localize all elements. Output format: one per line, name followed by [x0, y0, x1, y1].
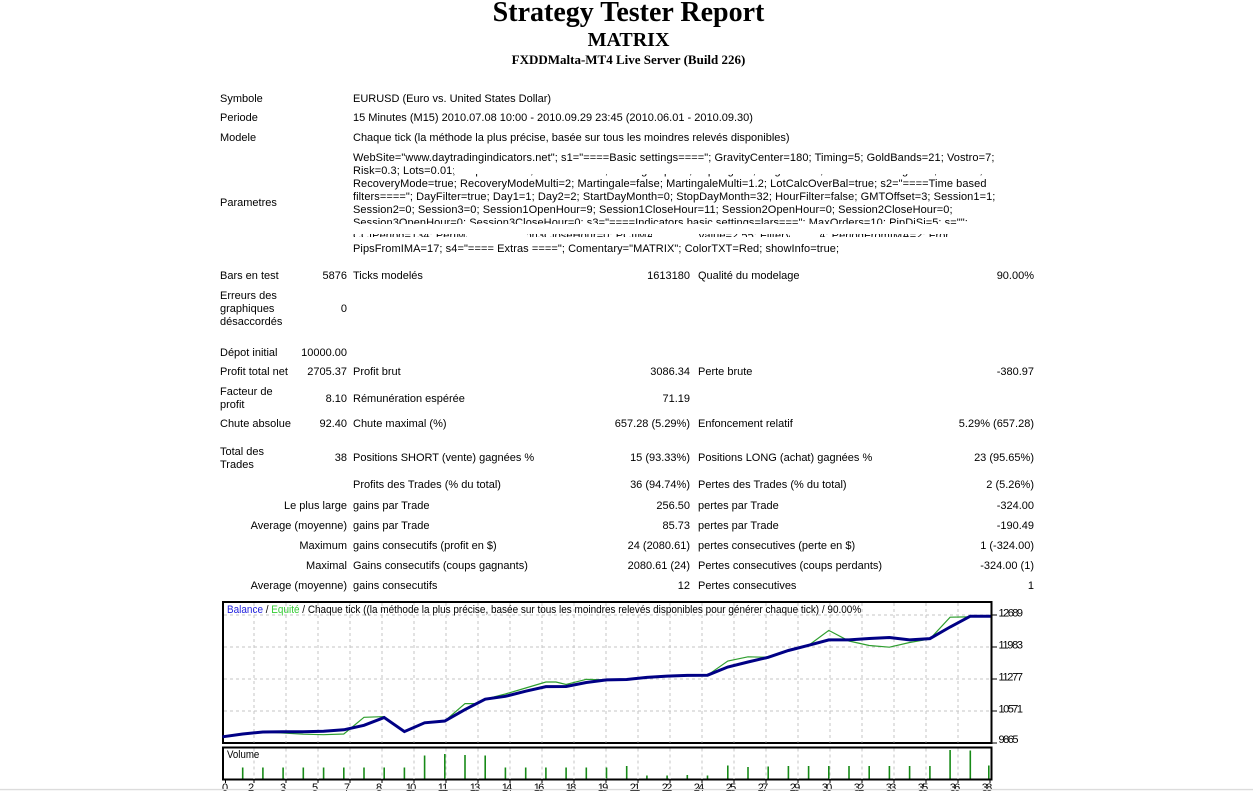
- svg-text:22: 22: [662, 782, 673, 794]
- svg-text:7: 7: [344, 782, 350, 794]
- svg-text:9865: 9865: [999, 734, 1019, 746]
- svg-text:32: 32: [854, 782, 865, 794]
- svg-text:16: 16: [534, 782, 545, 794]
- svg-text:25: 25: [726, 782, 737, 794]
- svg-text:27: 27: [758, 782, 769, 794]
- svg-text:11277: 11277: [999, 672, 1024, 684]
- svg-text:3: 3: [280, 782, 286, 794]
- svg-text:5: 5: [312, 782, 318, 794]
- svg-text:35: 35: [918, 782, 929, 794]
- svg-text:24: 24: [694, 782, 705, 794]
- svg-text:14: 14: [502, 782, 513, 794]
- svg-text:11: 11: [438, 782, 449, 794]
- svg-text:19: 19: [598, 782, 609, 794]
- svg-text:33: 33: [886, 782, 897, 794]
- svg-text:30: 30: [822, 782, 833, 794]
- svg-text:38: 38: [982, 782, 993, 794]
- svg-text:18: 18: [566, 782, 577, 794]
- svg-text:10571: 10571: [999, 704, 1024, 716]
- svg-text:11983: 11983: [999, 640, 1024, 652]
- svg-text:29: 29: [790, 782, 801, 794]
- svg-text:21: 21: [630, 782, 641, 794]
- svg-text:2: 2: [248, 782, 254, 794]
- svg-text:10: 10: [406, 782, 417, 794]
- svg-text:0: 0: [222, 782, 228, 794]
- svg-text:12689: 12689: [999, 608, 1024, 620]
- svg-text:13: 13: [470, 782, 481, 794]
- svg-text:36: 36: [950, 782, 961, 794]
- svg-text:8: 8: [376, 782, 382, 794]
